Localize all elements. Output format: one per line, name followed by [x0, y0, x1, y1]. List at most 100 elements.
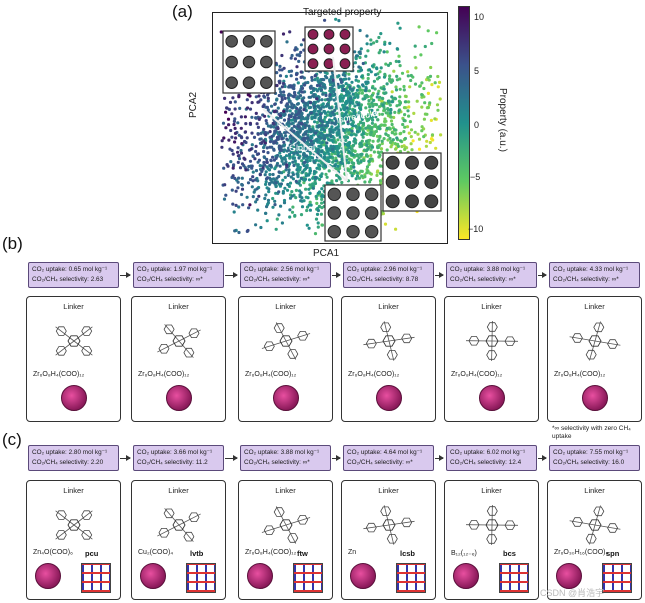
- scatter-point: [263, 196, 267, 201]
- scatter-point: [231, 174, 235, 178]
- scatter-point: [382, 50, 386, 54]
- scatter-point: [375, 134, 379, 138]
- scatter-point: [297, 96, 301, 100]
- scatter-point: [231, 96, 235, 100]
- metal-node-image: [479, 385, 505, 411]
- scatter-point: [382, 75, 387, 79]
- scatter-point: [293, 91, 297, 95]
- scatter-point: [386, 134, 390, 138]
- scatter-point: [316, 225, 320, 229]
- scatter-point: [278, 114, 283, 118]
- scatter-point: [353, 50, 357, 54]
- scatter-point: [402, 88, 406, 92]
- scatter-point: [234, 136, 238, 140]
- scatter-point: [417, 137, 422, 141]
- scatter-point: [344, 93, 348, 97]
- scatter-point: [289, 74, 293, 78]
- scatter-point: [355, 174, 360, 178]
- scatter-point: [251, 175, 255, 179]
- scatter-point: [325, 76, 329, 80]
- scatter-point: [294, 113, 298, 117]
- scatter-point: [336, 82, 340, 86]
- scatter-point: [267, 190, 271, 194]
- scatter-point: [232, 119, 236, 123]
- scatter-point: [398, 95, 402, 99]
- scatter-point: [344, 82, 348, 86]
- scatter-point: [261, 166, 265, 170]
- scatter-point: [366, 147, 370, 151]
- scatter-point: [284, 168, 288, 172]
- scatter-point: [250, 101, 254, 105]
- scatter-point: [353, 104, 357, 108]
- scatter-point: [386, 63, 391, 67]
- scatter-point: [239, 192, 244, 197]
- co2-uptake-text: CO₂ uptake: 4.64 mol kg⁻¹: [347, 449, 423, 456]
- scatter-point: [266, 151, 270, 155]
- scatter-point: [301, 133, 305, 137]
- scatter-point: [293, 116, 297, 120]
- linker-molecule-drawing: [569, 505, 621, 545]
- scatter-point: [327, 137, 331, 142]
- scatter-point: [282, 93, 286, 97]
- scatter-point: [370, 86, 375, 90]
- scatter-point: [299, 75, 303, 79]
- scatter-point: [371, 133, 376, 138]
- scatter-point: [369, 38, 373, 42]
- scatter-point: [355, 171, 360, 175]
- plot-title: Targeted property: [303, 7, 382, 18]
- scatter-point: [301, 170, 305, 174]
- scatter-point: [316, 221, 320, 225]
- scatter-point: [365, 171, 369, 175]
- linker-molecule-drawing: [157, 324, 201, 358]
- scatter-point: [308, 191, 312, 195]
- scatter-point: [390, 122, 394, 127]
- scatter-point: [309, 111, 313, 115]
- scatter-point: [268, 172, 272, 177]
- scatter-point: [251, 195, 255, 199]
- scatter-point: [223, 96, 227, 100]
- scatter-point: [358, 88, 362, 92]
- scatter-point: [406, 74, 410, 78]
- scatter-point: [378, 126, 382, 131]
- co2-uptake-text: CO₂ uptake: 3.66 mol kg⁻¹: [137, 449, 213, 456]
- scatter-point: [351, 114, 355, 119]
- selectivity-text: CO₂/CH₄ selectivity: 11.2: [137, 459, 208, 466]
- scatter-point: [285, 40, 289, 44]
- scatter-point: [351, 87, 355, 92]
- scatter-point: [394, 88, 399, 92]
- scatter-point: [311, 143, 315, 147]
- scatter-point: [269, 164, 273, 168]
- property-box: CO₂ uptake: 2.96 mol kg⁻¹ CO₂/CH₄ selecti…: [343, 262, 434, 288]
- scatter-point: [265, 146, 269, 150]
- scatter-point: [403, 100, 407, 104]
- scatter-point: [370, 93, 374, 97]
- linker-title: Linker: [584, 486, 605, 495]
- scatter-point: [396, 21, 400, 25]
- scatter-point: [368, 180, 372, 184]
- scatter-point: [286, 96, 290, 100]
- node-formula: Zr₆O₃₀H₁₆(COO)₆: [554, 549, 609, 556]
- scatter-point: [319, 131, 323, 135]
- scatter-point: [282, 66, 286, 70]
- topology-net-image: [602, 563, 632, 593]
- scatter-point: [220, 145, 224, 149]
- scatter-point: [294, 148, 298, 152]
- scatter-point: [342, 115, 346, 119]
- scatter-point: [304, 132, 308, 136]
- scatter-point: [299, 121, 303, 125]
- step-arrow: [332, 272, 341, 278]
- scatter-point: [285, 102, 289, 106]
- scatter-point: [385, 50, 389, 54]
- scatter-point: [375, 95, 379, 99]
- scatter-point: [231, 152, 235, 156]
- scatter-point: [311, 186, 315, 190]
- scatter-point: [233, 100, 237, 104]
- scatter-point: [429, 65, 433, 70]
- linker-title: Linker: [168, 486, 189, 495]
- topology-net-image: [499, 563, 529, 593]
- scatter-point: [371, 104, 375, 108]
- scatter-point: [379, 164, 383, 168]
- scatter-point: [315, 89, 319, 93]
- scatter-point: [293, 213, 297, 218]
- scatter-point: [374, 103, 379, 107]
